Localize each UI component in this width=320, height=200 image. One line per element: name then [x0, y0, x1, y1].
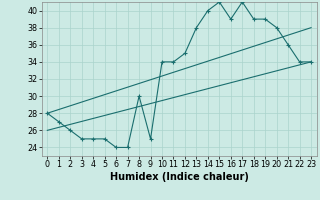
X-axis label: Humidex (Indice chaleur): Humidex (Indice chaleur): [110, 172, 249, 182]
